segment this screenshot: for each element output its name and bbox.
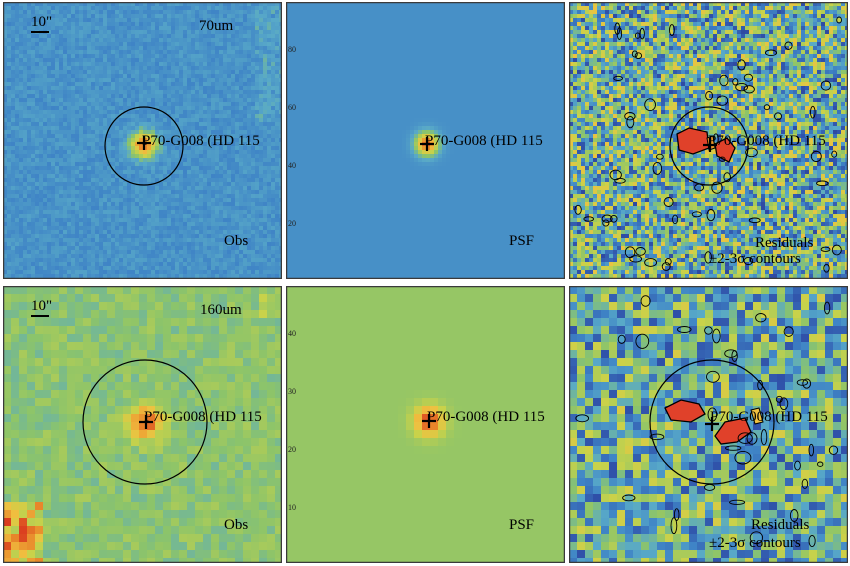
y-tick-label: 10: [288, 503, 296, 512]
aperture-circle: [82, 359, 208, 485]
source-cross-marker: [703, 138, 717, 152]
contours-label: ±2-3σ contours: [709, 251, 801, 267]
panel-160um-psf-svg: 10 20 30 40 P70-G008 (HD 115 PSF: [286, 286, 565, 563]
source-name: P70-G008 (HD 115: [425, 133, 543, 149]
y-axis-ticks: 10 20 30 40: [288, 329, 296, 512]
panel-frame: [3, 2, 282, 279]
y-tick-label: 20: [288, 219, 296, 228]
residual-contours: [574, 16, 842, 273]
panel-frame: [569, 286, 848, 563]
panel-160um-observed: 10" 160um P70-G008 (HD 115 Obs: [3, 286, 282, 563]
source-name: P70-G008 (HD 115: [710, 409, 828, 425]
panel-label: PSF: [509, 517, 534, 533]
source-name: P70-G008 (HD 115: [708, 133, 826, 149]
aperture-circle: [649, 359, 775, 485]
source-name: P70-G008 (HD 115: [142, 133, 260, 149]
panel-70um-psf-svg: 20 40 60 80 P70-G008 (HD 115 PSF: [286, 2, 565, 279]
panel-70um-residual: P70-G008 (HD 115 Residuals ±2-3σ contour…: [569, 2, 848, 279]
panel-frame: [286, 286, 565, 563]
panel-160um-observed-svg: 10" 160um P70-G008 (HD 115 Obs: [3, 286, 282, 563]
panel-frame: [286, 2, 565, 279]
panel-70um-observed-svg: 10" 70um P70-G008 (HD 115 Obs: [3, 2, 282, 279]
scale-bar-label: 10": [31, 298, 52, 314]
source-cross-marker: [420, 137, 434, 151]
wavelength-label: 70um: [199, 18, 234, 34]
source-cross-marker: [139, 415, 153, 429]
panel-label: Obs: [224, 233, 248, 249]
panel-70um-residual-svg: P70-G008 (HD 115 Residuals ±2-3σ contour…: [569, 2, 848, 279]
source-cross-marker: [137, 136, 151, 150]
residuals-label: Residuals: [751, 517, 809, 533]
panel-70um-psf: 20 40 60 80 P70-G008 (HD 115 PSF: [286, 2, 565, 279]
residual-blobs: [664, 399, 764, 445]
y-axis-ticks: 20 40 60 80: [288, 45, 296, 228]
y-tick-label: 80: [288, 45, 296, 54]
aperture-circle: [669, 106, 749, 186]
panel-frame: [3, 286, 282, 563]
panel-label: Obs: [224, 517, 248, 533]
y-tick-label: 40: [288, 161, 296, 170]
panel-frame: [569, 2, 848, 279]
panel-160um-psf: 10 20 30 40 P70-G008 (HD 115 PSF: [286, 286, 565, 563]
panel-160um-residual: P70-G008 (HD 115 Residuals ±2-3σ contour…: [569, 286, 848, 563]
source-name: P70-G008 (HD 115: [144, 409, 262, 425]
scale-bar-label: 10": [31, 14, 52, 30]
aperture-circle: [104, 106, 184, 186]
panel-160um-residual-svg: P70-G008 (HD 115 Residuals ±2-3σ contour…: [569, 286, 848, 563]
panel-label: PSF: [509, 233, 534, 249]
y-tick-label: 30: [288, 387, 296, 396]
residual-blobs: [676, 127, 736, 163]
y-tick-label: 60: [288, 103, 296, 112]
contours-label: ±2-3σ contours: [709, 535, 801, 551]
residuals-label: Residuals: [755, 235, 813, 251]
wavelength-label: 160um: [200, 302, 242, 318]
residual-contours: [575, 295, 839, 548]
source-cross-marker: [422, 414, 436, 428]
y-tick-label: 40: [288, 329, 296, 338]
y-tick-label: 20: [288, 445, 296, 454]
panel-70um-observed: 10" 70um P70-G008 (HD 115 Obs: [3, 2, 282, 279]
source-cross-marker: [705, 417, 719, 431]
source-name: P70-G008 (HD 115: [427, 409, 545, 425]
